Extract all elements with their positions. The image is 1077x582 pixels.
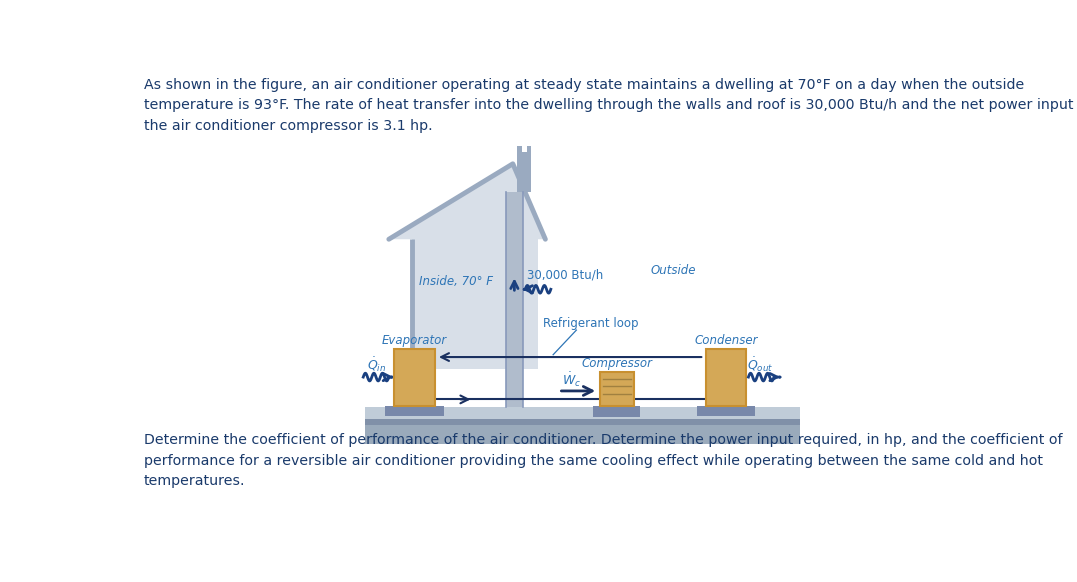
Text: $\dot{W}_c$: $\dot{W}_c$	[562, 371, 582, 389]
Bar	[506, 191, 523, 407]
Text: Condenser: Condenser	[695, 333, 758, 347]
Bar	[365, 425, 799, 444]
Text: 30,000 Btu/h: 30,000 Btu/h	[527, 268, 603, 282]
Text: Evaporator: Evaporator	[381, 333, 447, 347]
Text: Refrigerant loop: Refrigerant loop	[543, 317, 638, 331]
Text: Inside, 70° F: Inside, 70° F	[419, 275, 493, 288]
Bar	[593, 406, 640, 417]
Text: Compressor: Compressor	[582, 357, 653, 371]
Bar	[384, 406, 444, 416]
Bar	[394, 349, 434, 406]
Bar	[527, 146, 531, 152]
Polygon shape	[389, 164, 545, 239]
Bar	[365, 418, 799, 425]
Text: As shown in the figure, an air conditioner operating at steady state maintains a: As shown in the figure, an air condition…	[144, 77, 1077, 133]
Text: Outside: Outside	[651, 264, 696, 276]
Bar	[517, 152, 531, 191]
Bar	[600, 372, 633, 406]
Text: $\dot{Q}_{in}$: $\dot{Q}_{in}$	[367, 356, 387, 374]
Bar	[705, 349, 746, 406]
Text: Determine the coefficient of performance of the air conditioner. Determine the p: Determine the coefficient of performance…	[144, 433, 1062, 488]
Bar	[365, 407, 799, 418]
Text: $\dot{Q}_{out}$: $\dot{Q}_{out}$	[746, 356, 773, 374]
Bar	[697, 406, 755, 416]
Bar	[517, 146, 522, 152]
Bar	[412, 239, 537, 368]
